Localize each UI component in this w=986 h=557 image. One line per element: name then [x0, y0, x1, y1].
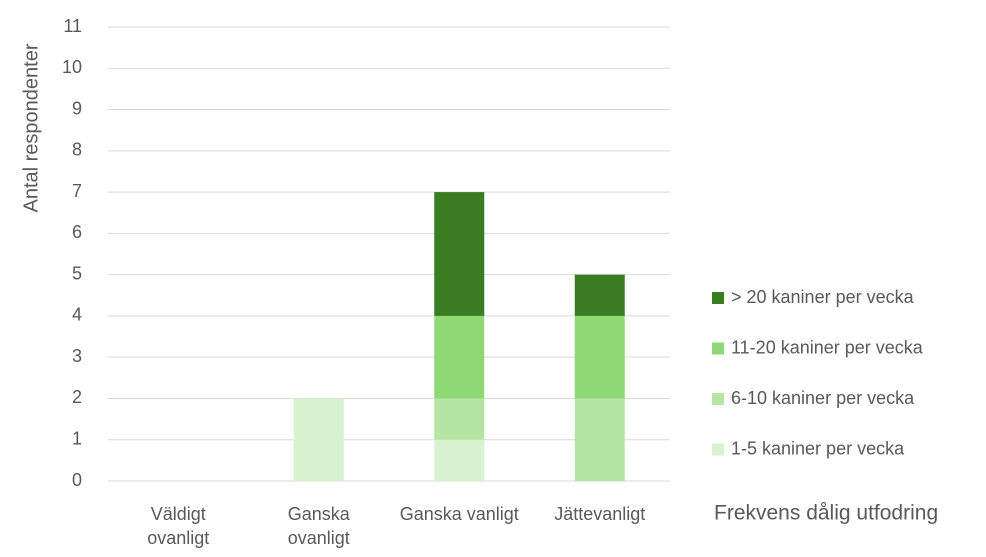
x-axis-title: Frekvens dålig utfodring: [714, 502, 938, 525]
y-tick-label: 6: [72, 222, 82, 242]
y-tick-label: 7: [72, 181, 82, 201]
legend-swatch: [712, 393, 724, 405]
legend-label: > 20 kaniner per vecka: [731, 287, 915, 307]
y-tick-label: 4: [72, 305, 82, 325]
bar-segment: [293, 398, 344, 481]
bar-segment: [434, 315, 485, 399]
y-tick-label: 8: [72, 140, 82, 160]
bar-segment: [434, 192, 485, 316]
x-tick-label: Jättevanligt: [554, 504, 646, 524]
x-tick-label: Ganska ovanligt: [287, 504, 350, 548]
bar-segment: [574, 315, 625, 399]
x-tick-label: Ganska vanligt: [399, 504, 519, 524]
legend-label: 1-5 kaniner per vecka: [731, 438, 905, 458]
legend-swatch: [712, 443, 724, 456]
bar-segment: [574, 398, 625, 481]
y-tick-label: 5: [72, 263, 82, 283]
y-tick-label: 2: [72, 387, 82, 407]
y-tick-label: 9: [72, 98, 82, 118]
legend-swatch: [712, 292, 724, 304]
y-tick-label: 3: [72, 346, 82, 366]
x-tick-label: Väldigt ovanligt: [147, 504, 210, 548]
legend-label: 6-10 kaniner per vecka: [731, 388, 915, 408]
bar-segment: [434, 439, 485, 481]
legend-swatch: [712, 342, 724, 355]
y-tick-label: 11: [63, 16, 82, 36]
bar-segment: [434, 398, 485, 440]
y-tick-label: 0: [72, 470, 82, 490]
legend-label: 11-20 kaniner per vecka: [731, 337, 924, 357]
y-axis-title: Antal respondenter: [20, 43, 42, 212]
y-tick-label: 1: [72, 428, 82, 448]
bar-segment: [574, 274, 625, 316]
y-tick-label: 10: [62, 57, 82, 77]
